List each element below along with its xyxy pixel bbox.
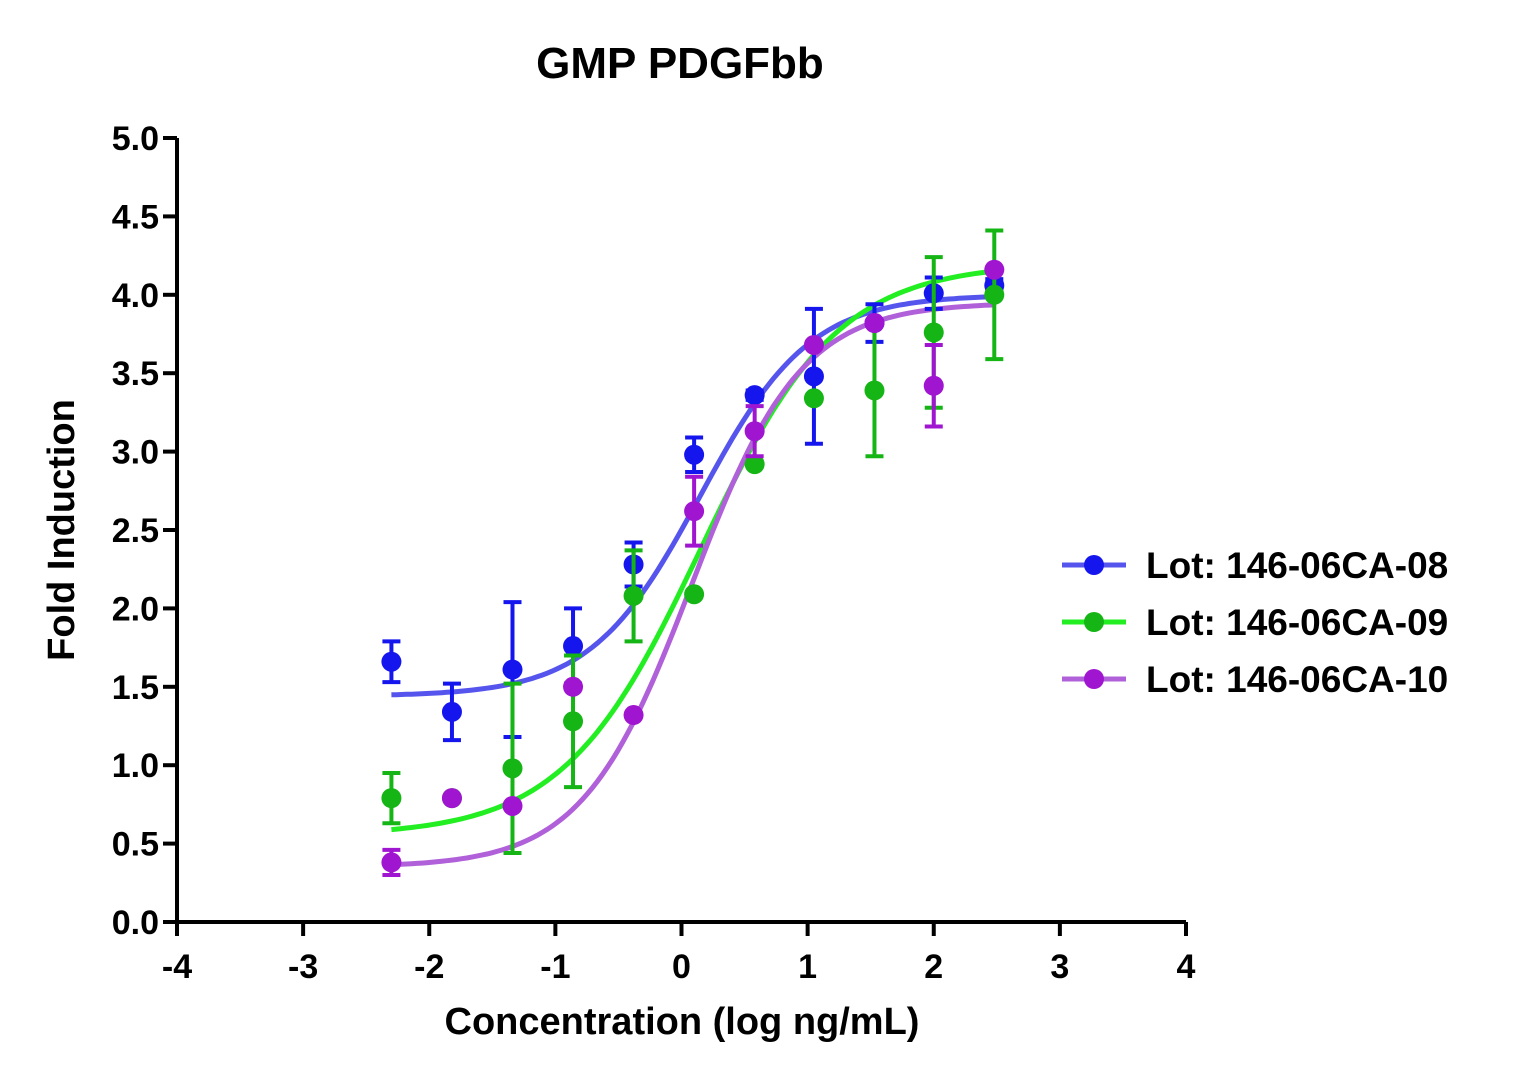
x-tick-label: 3: [1050, 948, 1069, 986]
data-point-series-3: [744, 421, 765, 442]
fit-curve-series-2: [391, 268, 995, 833]
data-point-series-1: [803, 366, 824, 387]
data-point-series-3: [381, 852, 402, 873]
y-tick-label: 3.5: [112, 355, 159, 393]
y-ticks: 0.0 0.5 1.0 1.5 2.0 2.5 3.0 3.5 4.0 4.5 5.0: [112, 120, 177, 942]
y-tick-label: 0.0: [112, 904, 159, 942]
data-point-series-3: [803, 334, 824, 355]
data-point-series-2: [502, 758, 523, 779]
y-axis-title: Fold Induction: [41, 399, 83, 661]
data-point-series-2: [803, 388, 824, 409]
data-point-series-3: [563, 676, 584, 697]
data-point-series-3: [502, 795, 523, 816]
x-tick-label: 0: [672, 948, 691, 986]
x-tick-label: -1: [540, 948, 570, 986]
data-point-series-2: [744, 454, 765, 475]
data-point-series-3: [923, 375, 944, 396]
chart-title: GMP PDGFbb: [536, 39, 824, 88]
x-tick-label: 4: [1177, 948, 1196, 986]
data-point-series-3: [864, 313, 885, 334]
data-point-series-3: [684, 501, 705, 522]
data-point-series-2: [684, 584, 705, 605]
data-point-series-2: [864, 380, 885, 401]
data-points: [381, 228, 1005, 877]
y-tick-label: 2.0: [112, 590, 159, 628]
data-point-series-1: [381, 651, 402, 672]
y-tick-label: 4.0: [112, 277, 159, 315]
data-point-series-3: [984, 259, 1005, 280]
fit-curves: [391, 268, 995, 868]
y-tick-label: 3.0: [112, 434, 159, 472]
legend-marker: [1084, 555, 1104, 575]
data-point-series-1: [684, 444, 705, 465]
data-point-series-3: [441, 788, 462, 809]
data-point-series-2: [923, 322, 944, 343]
y-tick-label: 1.0: [112, 747, 159, 785]
legend-label: Lot: 146-06CA-10: [1146, 659, 1448, 700]
y-tick-label: 5.0: [112, 120, 159, 158]
legend: Lot: 146-06CA-08 Lot: 146-06CA-09 Lot: 146…: [1062, 545, 1448, 700]
x-tick-label: 2: [924, 948, 943, 986]
data-point-series-2: [381, 788, 402, 809]
data-point-series-1: [563, 636, 584, 657]
x-tick-label: -3: [288, 948, 318, 986]
data-point-series-3: [623, 705, 644, 726]
legend-marker: [1084, 669, 1104, 689]
x-ticks: -4 -3 -2 -1 0 1 2 3 4: [162, 922, 1196, 986]
x-tick-label: -4: [162, 948, 192, 986]
fit-curve-series-3: [391, 302, 995, 868]
data-point-series-1: [441, 701, 462, 722]
data-point-series-2: [563, 711, 584, 732]
data-point-series-1: [502, 659, 523, 680]
legend-label: Lot: 146-06CA-08: [1146, 545, 1448, 586]
legend-marker: [1084, 612, 1104, 632]
x-tick-label: 1: [798, 948, 817, 986]
data-point-series-2: [984, 284, 1005, 305]
legend-label: Lot: 146-06CA-09: [1146, 602, 1448, 643]
data-point-series-1: [744, 385, 765, 406]
data-point-series-2: [623, 585, 644, 606]
y-tick-label: 1.5: [112, 669, 159, 707]
y-tick-label: 4.5: [112, 198, 159, 236]
x-axis-title: Concentration (log ng/mL): [445, 1001, 920, 1043]
y-tick-label: 0.5: [112, 826, 159, 864]
x-tick-label: -2: [414, 948, 444, 986]
y-tick-label: 2.5: [112, 512, 159, 550]
